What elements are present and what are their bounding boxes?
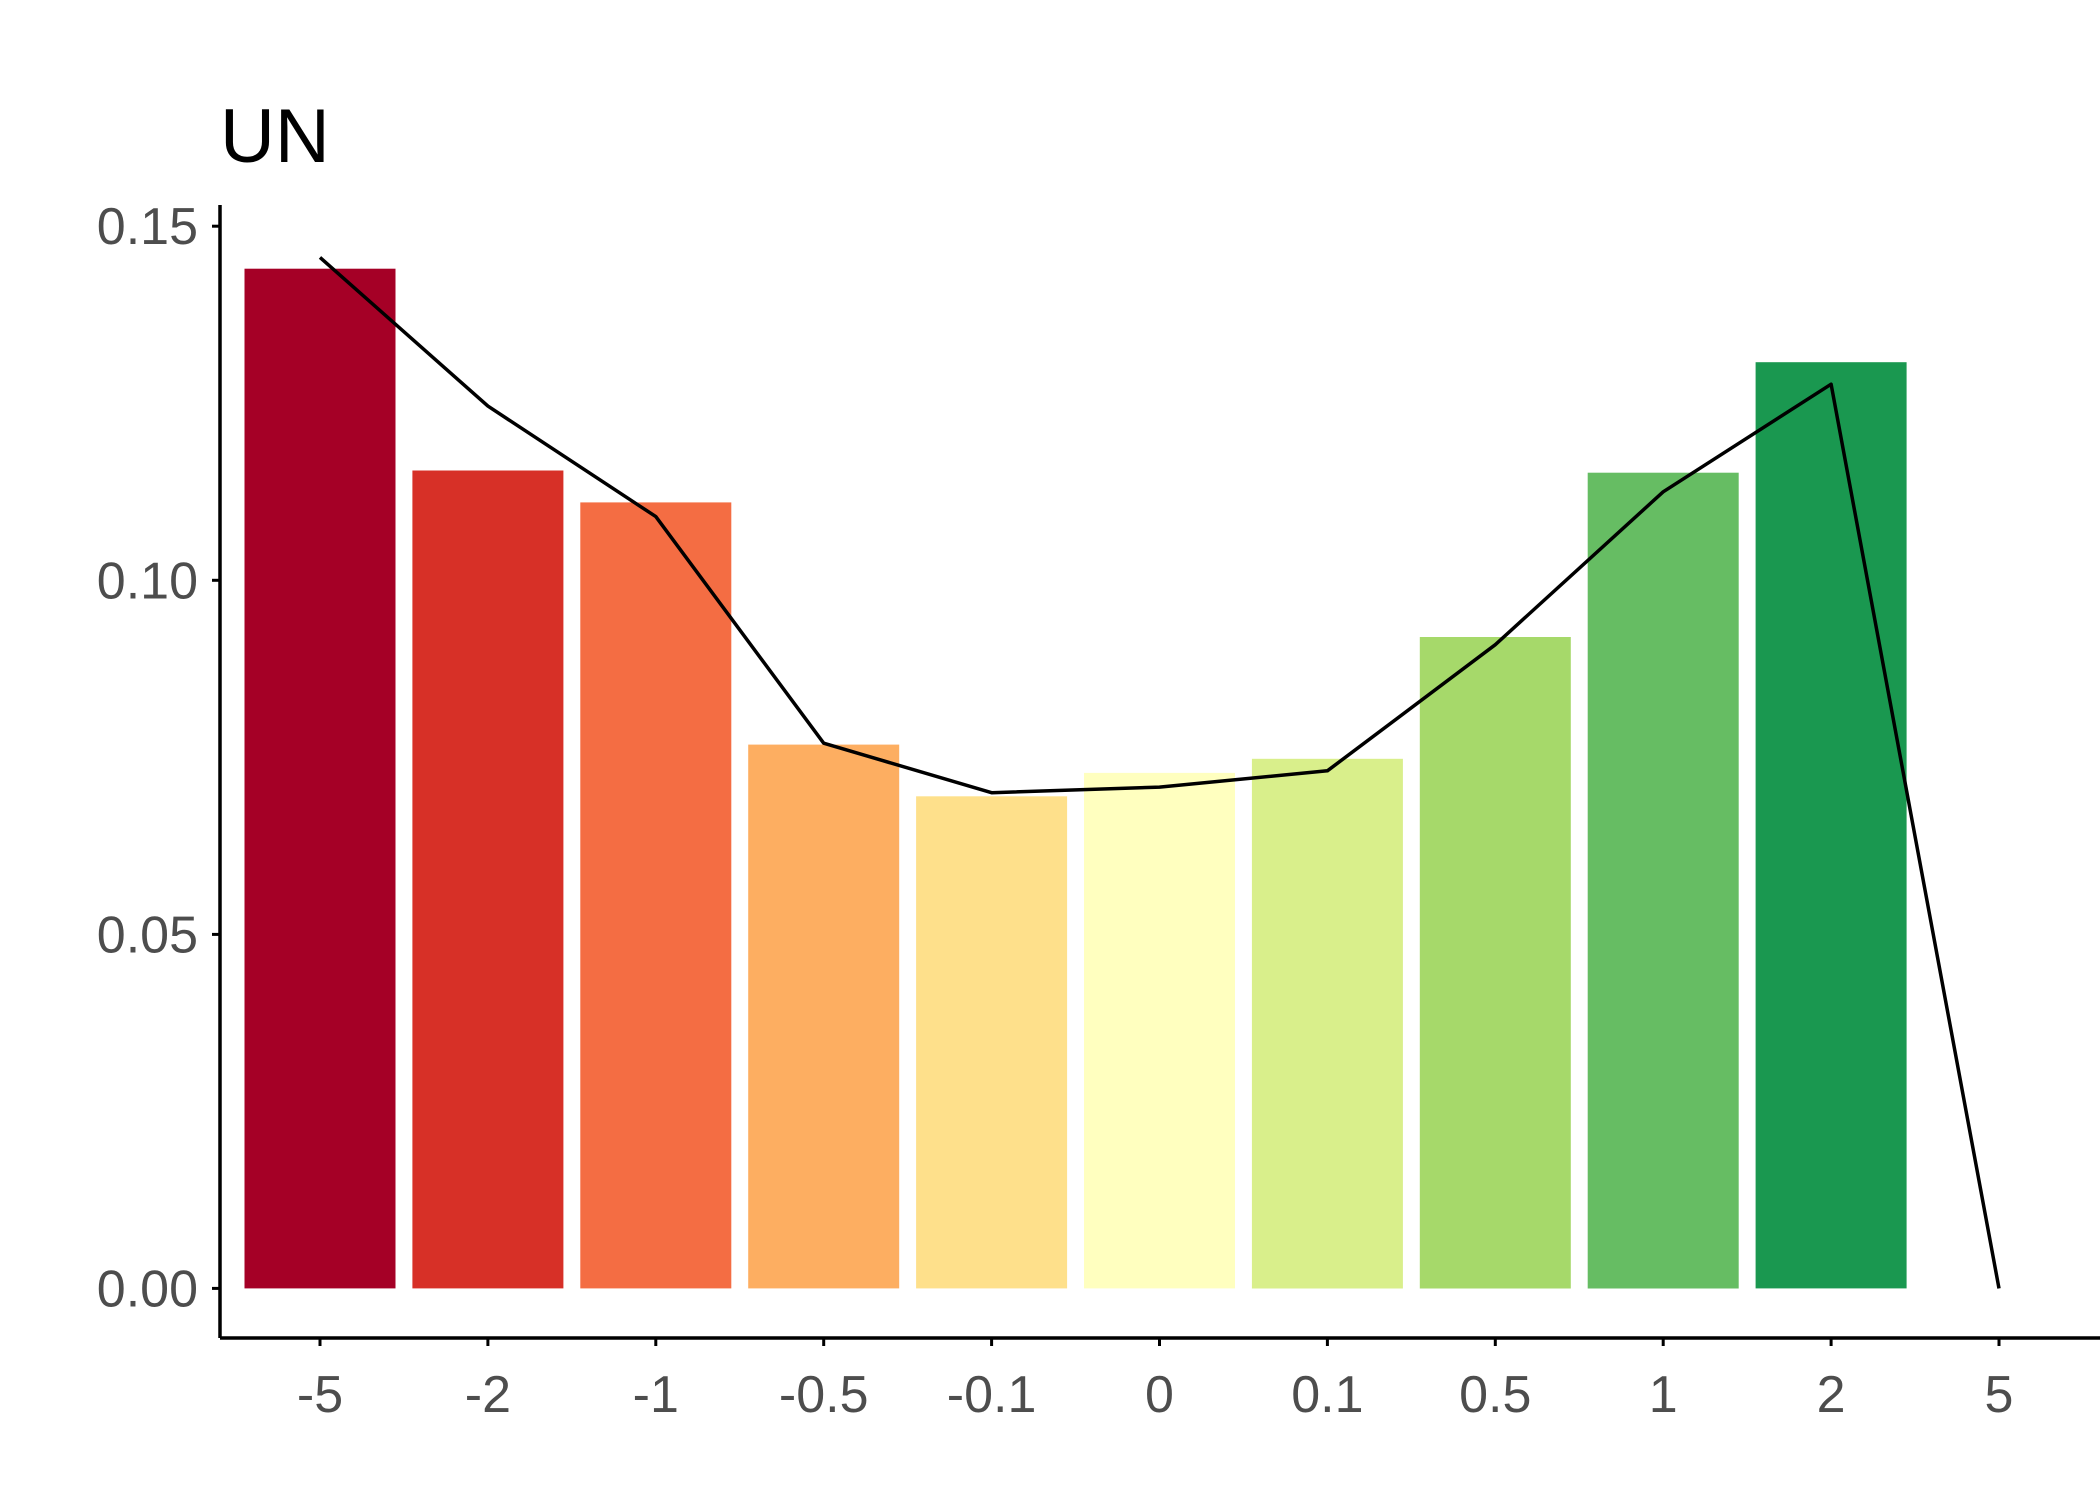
x-tick-label: -2 — [465, 1366, 511, 1424]
y-tick-label: 0.10 — [97, 552, 198, 610]
x-tick-label: 0 — [1145, 1366, 1174, 1424]
bar-2 — [1755, 362, 1907, 1289]
bar-0 — [1084, 772, 1235, 1289]
x-tick-label: 0.5 — [1459, 1366, 1531, 1424]
bar-0.1 — [1251, 758, 1403, 1289]
x-axis: -5 -2 -1 -0.5 -0.1 0 0.1 0.5 1 2 5 — [220, 1336, 2100, 1424]
bar-1 — [1587, 472, 1739, 1289]
series-line — [318, 256, 2001, 1289]
x-tick-label: 1 — [1649, 1366, 1678, 1424]
x-tick-label: -0.5 — [779, 1366, 869, 1424]
x-tick-label: -1 — [633, 1366, 679, 1424]
bar--1 — [580, 502, 732, 1289]
y-tick-label: 0.15 — [97, 198, 198, 256]
x-tick-label: -5 — [297, 1366, 343, 1424]
x-tick-label: 5 — [1985, 1366, 2014, 1424]
bar--0.5 — [748, 744, 900, 1289]
y-axis: 0.00 0.05 0.10 0.15 — [97, 198, 222, 1338]
line-series — [318, 256, 2001, 1289]
x-tick-label: 0.1 — [1291, 1366, 1363, 1424]
y-tick-label: 0.05 — [97, 906, 198, 964]
bar-group — [244, 268, 1907, 1289]
bar--0.1 — [916, 796, 1068, 1289]
bar-0.5 — [1419, 637, 1571, 1289]
y-tick-label: 0.00 — [97, 1260, 198, 1318]
x-tick-label: 2 — [1817, 1366, 1846, 1424]
x-tick-label: -0.1 — [947, 1366, 1037, 1424]
chart-title: UN — [220, 94, 330, 179]
bar--2 — [412, 470, 564, 1289]
bar--5 — [244, 268, 396, 1289]
